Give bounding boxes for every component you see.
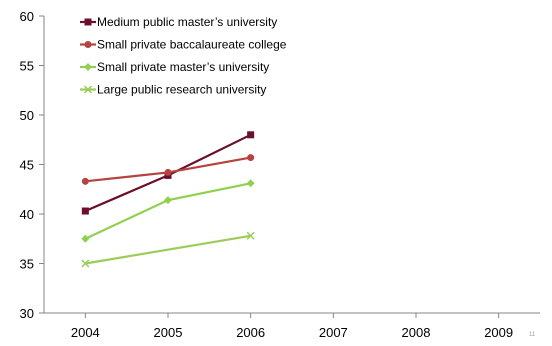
legend: Medium public master’s university Small p…: [80, 15, 287, 97]
series-layer: [81, 131, 255, 268]
y-axis-ticks: 30 35 40 45 50 55 60: [20, 9, 44, 321]
data-point-marker: [81, 234, 90, 243]
legend-label: Medium public master’s university: [97, 15, 277, 29]
data-point-marker: [83, 85, 93, 94]
data-point-marker: [164, 196, 172, 205]
data-point-marker: [84, 18, 92, 26]
data-point-marker: [164, 168, 172, 176]
data-point-marker: [81, 207, 89, 215]
series-4: [81, 231, 255, 268]
legend-item: Small private baccalaureate college: [80, 38, 287, 52]
page-number: 11: [529, 332, 536, 338]
series-3: [81, 179, 255, 243]
y-tick-label: 35: [20, 257, 34, 272]
data-point-marker: [247, 154, 255, 162]
y-tick-label: 45: [20, 158, 34, 173]
x-tick-label: 2005: [154, 325, 183, 340]
data-point-marker: [246, 179, 255, 188]
legend-item: Large public research university: [80, 83, 266, 97]
y-tick-label: 30: [20, 306, 34, 321]
legend-item: Small private master’s university: [80, 60, 269, 74]
data-point-marker: [84, 41, 92, 48]
x-tick-label: 2009: [484, 325, 513, 340]
x-tick-label: 2008: [402, 325, 431, 340]
x-tick-label: 2007: [319, 325, 348, 340]
series-2: [81, 154, 255, 185]
data-point-marker: [81, 177, 89, 185]
legend-label: Large public research university: [97, 83, 266, 97]
y-tick-label: 60: [20, 9, 34, 24]
data-point-marker: [84, 63, 92, 71]
y-tick-label: 50: [20, 108, 34, 123]
x-tick-label: 2004: [71, 325, 100, 340]
y-tick-label: 40: [20, 207, 34, 222]
series-line: [85, 234, 251, 265]
legend-label: Small private master’s university: [97, 60, 269, 74]
legend-label: Small private baccalaureate college: [97, 38, 287, 52]
data-point-marker: [81, 259, 90, 268]
y-tick-label: 55: [20, 59, 34, 74]
legend-item: Medium public master’s university: [80, 15, 277, 29]
x-tick-label: 2006: [236, 325, 265, 340]
data-point-marker: [246, 231, 255, 240]
data-point-marker: [247, 131, 255, 139]
x-axis-ticks: 2004 2005 2006 2007 2008 2009: [71, 313, 513, 340]
series-line: [84, 182, 251, 240]
